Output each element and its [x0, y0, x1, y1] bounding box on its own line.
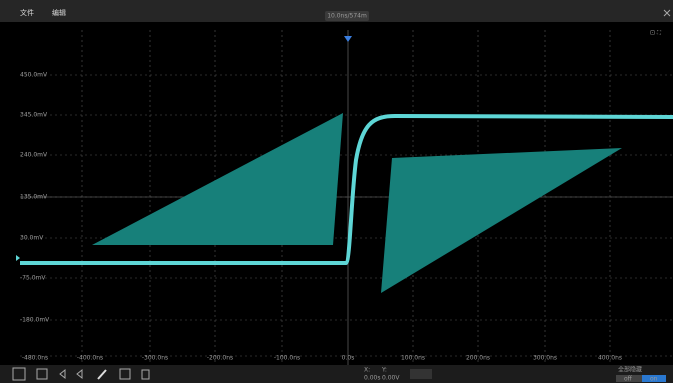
y-label: 450.0mV	[20, 72, 48, 79]
toggle-off-label: off	[624, 376, 633, 383]
close-icon[interactable]	[663, 9, 671, 17]
wave-button[interactable]	[410, 369, 432, 379]
trigger-marker	[344, 36, 352, 42]
tool-cursor[interactable]	[12, 367, 26, 381]
toggle-on-label: on	[650, 376, 658, 383]
mask-region	[381, 148, 622, 293]
y-label: 135.0mV	[20, 194, 48, 201]
x-label: -400.0ns	[77, 355, 103, 362]
x-label: 400.0ns	[598, 355, 622, 362]
mask-region	[92, 113, 343, 245]
menu-edit[interactable]: 编辑	[52, 8, 66, 17]
tool-rect[interactable]	[36, 368, 48, 380]
timebase-label: 10.0ns/574m	[327, 13, 367, 20]
x-label: -100.0ns	[274, 355, 300, 362]
y-label: -75.0mV	[20, 275, 46, 282]
cursor-y-value: 0.00V	[382, 375, 400, 382]
x-label: 300.0ns	[533, 355, 557, 362]
toggle-on[interactable]	[642, 375, 666, 382]
grid	[20, 30, 673, 362]
toggle-off[interactable]	[616, 375, 642, 382]
timebase-box	[325, 11, 369, 21]
cursor-y-title: Y:	[381, 367, 387, 374]
tool-delete[interactable]	[141, 369, 150, 380]
view-icons[interactable]: ⊡ ⛶	[650, 30, 662, 37]
hide-all-label: 全部隐藏	[618, 366, 642, 374]
toolbar	[0, 365, 673, 383]
x-label: 0.0s	[342, 355, 355, 362]
y-label: 345.0mV	[20, 112, 48, 119]
x-label: -300.0ns	[142, 355, 168, 362]
x-label: -200.0ns	[207, 355, 233, 362]
x-label: 200.0ns	[466, 355, 490, 362]
waveform	[20, 113, 673, 265]
tool-mask[interactable]	[119, 368, 131, 380]
tool-undo-redo[interactable]	[59, 368, 83, 380]
y-label: 240.0mV	[20, 152, 48, 159]
menu-file[interactable]: 文件	[20, 8, 34, 17]
x-label: 100.0ns	[401, 355, 425, 362]
tool-pen[interactable]	[97, 369, 107, 380]
channel-marker	[16, 255, 20, 261]
y-label: 30.0mV	[20, 235, 44, 242]
cursor-x-value: 0.00s	[364, 375, 381, 382]
x-label: -480.0ns	[22, 355, 48, 362]
y-label: -180.0mV	[20, 317, 50, 324]
cursor-x-title: X:	[364, 367, 370, 374]
